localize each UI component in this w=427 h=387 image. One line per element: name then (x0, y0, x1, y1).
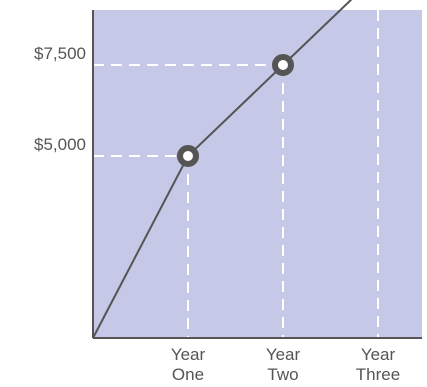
x-tick-label: Year One (171, 345, 206, 384)
plot-background (92, 10, 422, 338)
y-tick-label: $5,000 (34, 135, 86, 154)
data-point-marker (177, 145, 199, 167)
x-tick-label: Year Two (266, 345, 301, 384)
x-tick-labels: Year One Year Two Year Three (171, 345, 400, 384)
guide-lines (93, 0, 379, 338)
y-tick-labels: $5,000$7,500$10,000 (34, 44, 86, 154)
series-line (92, 0, 353, 339)
data-markers (177, 54, 294, 167)
data-point-marker (272, 54, 294, 76)
x-tick-label: Year Three (356, 345, 400, 384)
y-tick-label: $7,500 (34, 44, 86, 63)
